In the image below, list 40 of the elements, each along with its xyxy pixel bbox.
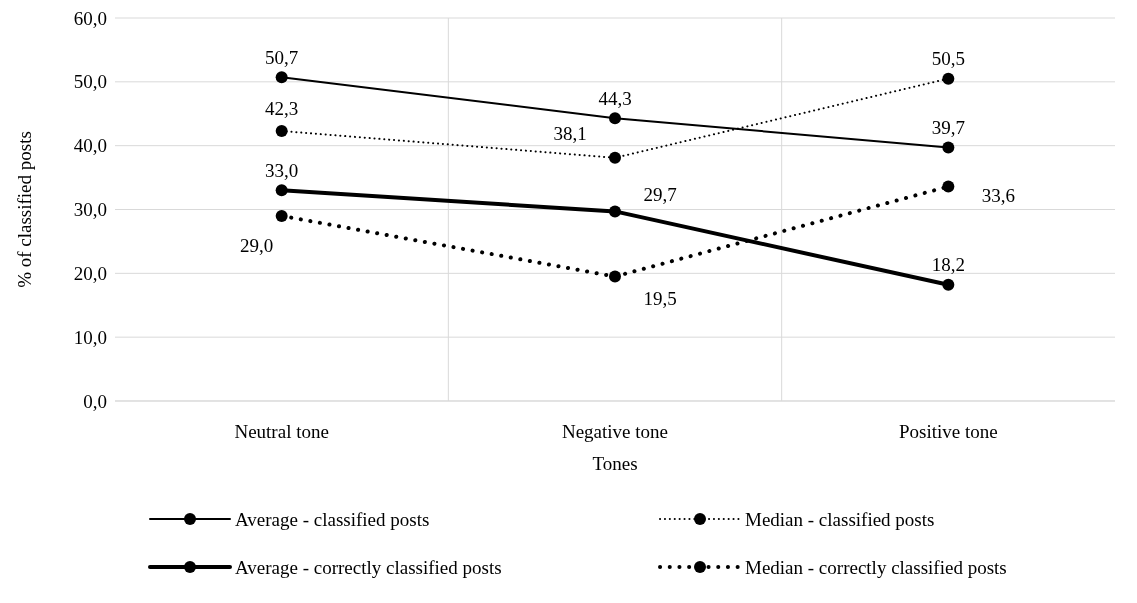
data-label: 50,5 (931, 48, 965, 70)
point (275, 184, 288, 197)
data-label: 29,0 (240, 235, 274, 257)
point (609, 270, 621, 283)
point (942, 278, 955, 291)
data-label: 18,2 (931, 254, 965, 276)
point (275, 71, 288, 84)
point (275, 209, 288, 222)
data-label: 44,3 (598, 87, 632, 109)
data-label: 42,3 (265, 98, 299, 120)
y-tick-label: 0,0 (83, 390, 107, 412)
point (609, 205, 621, 218)
point (275, 124, 288, 137)
y-tick-label: 40,0 (73, 135, 107, 157)
point (609, 112, 621, 125)
data-label: 39,7 (931, 117, 965, 139)
x-tick-label: Neutral tone (234, 420, 329, 442)
x-tick-label: Negative tone (561, 420, 669, 442)
data-label: 29,7 (643, 183, 677, 205)
data-label: 33,6 (981, 185, 1015, 207)
point (942, 72, 955, 85)
data-label: 19,5 (643, 288, 677, 310)
point (942, 141, 955, 154)
y-tick-label: 50,0 (73, 71, 107, 93)
legend-label: Average - classified posts (235, 508, 430, 530)
data-label: 33,0 (265, 159, 299, 181)
point (942, 180, 955, 193)
data-label: 38,1 (553, 123, 587, 145)
y-tick-label: 60,0 (73, 7, 107, 29)
point (609, 151, 621, 164)
legend-label: Average - correctly classified posts (235, 556, 502, 578)
y-tick-label: 10,0 (73, 326, 107, 348)
x-axis-title: Tones (592, 452, 638, 474)
y-tick-label: 30,0 (73, 199, 107, 220)
data-label: 50,7 (265, 46, 299, 68)
y-axis-title: % of classified posts (13, 131, 35, 288)
x-tick-label: Positive tone (898, 420, 998, 442)
legend-label: Median - classified posts (745, 508, 935, 530)
y-tick-label: 20,0 (73, 262, 107, 284)
legend-label: Median - correctly classified posts (745, 556, 1007, 578)
